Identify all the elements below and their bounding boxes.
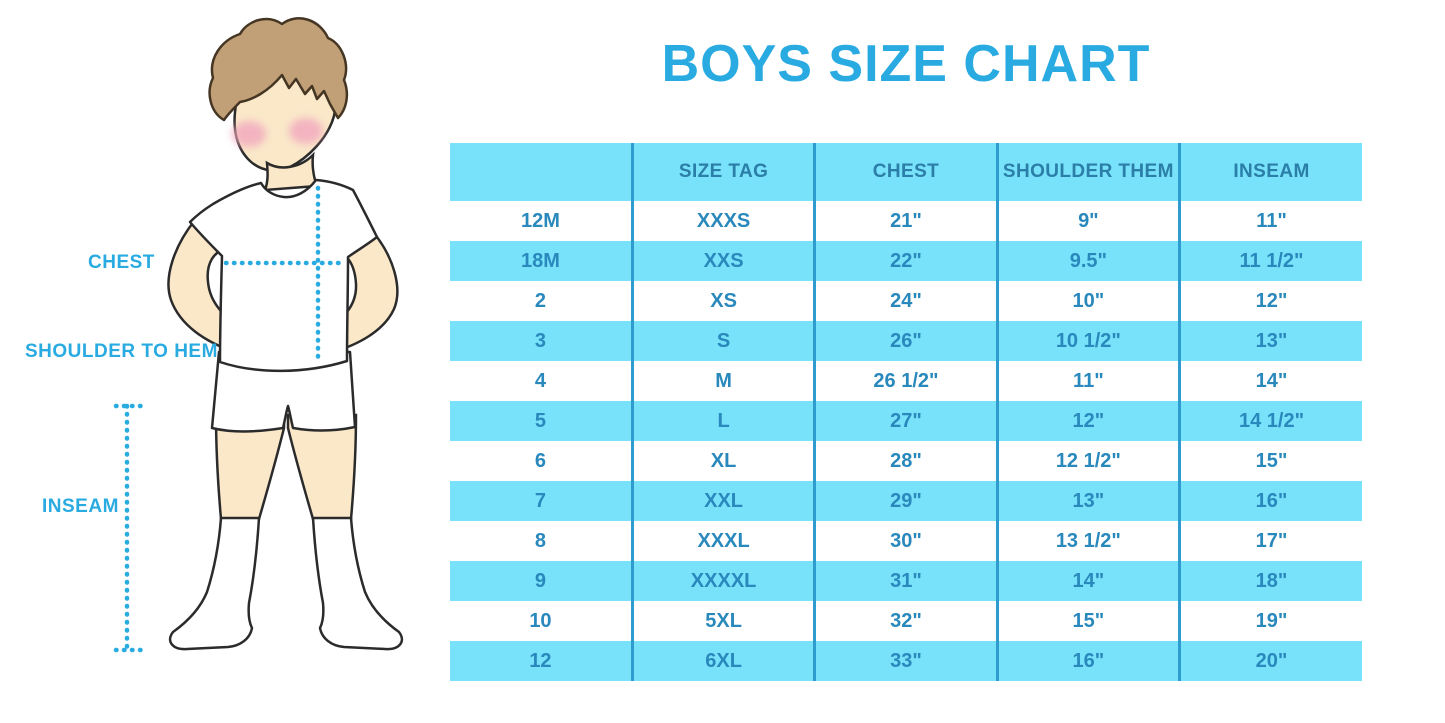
header-cell-size bbox=[450, 143, 633, 201]
size-cell: 5 bbox=[450, 401, 633, 441]
table-row: 6 XL 28" 12 1/2" 15" bbox=[450, 441, 1362, 481]
chest-label: CHEST bbox=[88, 252, 155, 273]
size-table-header: SIZE TAG CHEST SHOULDER THEM INSEAM bbox=[450, 143, 1362, 201]
boy-tshirt bbox=[188, 178, 379, 373]
table-row: 4 M 26 1/2" 11" 14" bbox=[450, 361, 1362, 401]
table-row: 8 XXXL 30" 13 1/2" 17" bbox=[450, 521, 1362, 561]
size-cell: 14 1/2" bbox=[1178, 401, 1362, 441]
size-cell: 8 bbox=[450, 521, 633, 561]
size-cell: 22" bbox=[813, 241, 998, 281]
size-table-body: 12M XXXS 21" 9" 11" 18M XXS 22" 9.5" 11 1/2" 2 XS 24… bbox=[450, 201, 1362, 681]
boy-sock-left bbox=[168, 516, 261, 651]
size-cell: 11" bbox=[1178, 201, 1362, 241]
size-cell: 9.5" bbox=[995, 241, 1180, 281]
size-cell: L bbox=[630, 401, 815, 441]
size-cell: M bbox=[630, 361, 815, 401]
boy-shorts bbox=[210, 350, 357, 433]
size-cell: 12M bbox=[450, 201, 633, 241]
size-cell: 18" bbox=[1178, 561, 1362, 601]
size-cell: 5XL bbox=[630, 601, 815, 641]
size-cell: 26" bbox=[813, 321, 998, 361]
table-row: 9 XXXXL 31" 14" 18" bbox=[450, 561, 1362, 601]
boy-measurement-illustration bbox=[113, 17, 404, 653]
blush-right bbox=[289, 118, 323, 144]
size-cell: 12" bbox=[995, 401, 1180, 441]
header-cell-inseam: INSEAM bbox=[1178, 143, 1362, 201]
inseam-label: INSEAM bbox=[42, 496, 119, 517]
size-cell: 4 bbox=[450, 361, 633, 401]
size-cell: 17" bbox=[1178, 521, 1362, 561]
size-cell: 13" bbox=[995, 481, 1180, 521]
size-cell: 18M bbox=[450, 241, 633, 281]
blush-left bbox=[232, 121, 266, 147]
size-cell: 13 1/2" bbox=[995, 521, 1180, 561]
size-cell: 13" bbox=[1178, 321, 1362, 361]
size-cell: 16" bbox=[995, 641, 1180, 681]
size-cell: 9 bbox=[450, 561, 633, 601]
size-cell: 29" bbox=[813, 481, 998, 521]
size-cell: 32" bbox=[813, 601, 998, 641]
size-cell: 6 bbox=[450, 441, 633, 481]
size-cell: 10" bbox=[995, 281, 1180, 321]
size-cell: XL bbox=[630, 441, 815, 481]
size-cell: 10 1/2" bbox=[995, 321, 1180, 361]
size-cell: XXXXL bbox=[630, 561, 815, 601]
table-row: 5 L 27" 12" 14 1/2" bbox=[450, 401, 1362, 441]
size-cell: 14" bbox=[1178, 361, 1362, 401]
page-title: BOYS SIZE CHART bbox=[661, 35, 1151, 93]
size-cell: 20" bbox=[1178, 641, 1362, 681]
table-row: 10 5XL 32" 15" 19" bbox=[450, 601, 1362, 641]
size-cell: 6XL bbox=[630, 641, 815, 681]
size-cell: 3 bbox=[450, 321, 633, 361]
size-cell: 21" bbox=[813, 201, 998, 241]
size-cell: XXXL bbox=[630, 521, 815, 561]
size-cell: 14" bbox=[995, 561, 1180, 601]
header-cell-shoulder: SHOULDER THEM bbox=[995, 143, 1180, 201]
table-row: 12 6XL 33" 16" 20" bbox=[450, 641, 1362, 681]
header-cell-size-tag: SIZE TAG bbox=[630, 143, 815, 201]
table-row: 2 XS 24" 10" 12" bbox=[450, 281, 1362, 321]
size-table: SIZE TAG CHEST SHOULDER THEM INSEAM 12M X… bbox=[450, 143, 1362, 681]
size-cell: 12 1/2" bbox=[995, 441, 1180, 481]
size-cell: 12 bbox=[450, 641, 633, 681]
size-cell: 31" bbox=[813, 561, 998, 601]
size-cell: 15" bbox=[1178, 441, 1362, 481]
shoulder-to-hem-label: SHOULDER TO HEM bbox=[25, 341, 218, 362]
header-row: SIZE TAG CHEST SHOULDER THEM INSEAM bbox=[450, 143, 1362, 201]
size-cell: 9" bbox=[995, 201, 1180, 241]
size-cell: 24" bbox=[813, 281, 998, 321]
size-cell: 19" bbox=[1178, 601, 1362, 641]
boy-sock-right bbox=[311, 516, 404, 651]
size-cell: 12" bbox=[1178, 281, 1362, 321]
boy-hair bbox=[208, 17, 349, 122]
size-cell: 16" bbox=[1178, 481, 1362, 521]
size-cell: 33" bbox=[813, 641, 998, 681]
size-cell: 11 1/2" bbox=[1178, 241, 1362, 281]
size-cell: 28" bbox=[813, 441, 998, 481]
table-row: 7 XXL 29" 13" 16" bbox=[450, 481, 1362, 521]
size-cell: 7 bbox=[450, 481, 633, 521]
size-cell: 30" bbox=[813, 521, 998, 561]
size-cell: XXS bbox=[630, 241, 815, 281]
size-cell: 2 bbox=[450, 281, 633, 321]
size-cell: 26 1/2" bbox=[813, 361, 998, 401]
size-cell: 27" bbox=[813, 401, 998, 441]
size-cell: 11" bbox=[995, 361, 1180, 401]
size-cell: 15" bbox=[995, 601, 1180, 641]
boy-neck bbox=[263, 151, 319, 192]
size-cell: XXXS bbox=[630, 201, 815, 241]
table-row: 18M XXS 22" 9.5" 11 1/2" bbox=[450, 241, 1362, 281]
table-row: 3 S 26" 10 1/2" 13" bbox=[450, 321, 1362, 361]
size-cell: S bbox=[630, 321, 815, 361]
table-row: 12M XXXS 21" 9" 11" bbox=[450, 201, 1362, 241]
size-cell: XXL bbox=[630, 481, 815, 521]
size-cell: 10 bbox=[450, 601, 633, 641]
size-cell: XS bbox=[630, 281, 815, 321]
header-cell-chest: CHEST bbox=[813, 143, 998, 201]
